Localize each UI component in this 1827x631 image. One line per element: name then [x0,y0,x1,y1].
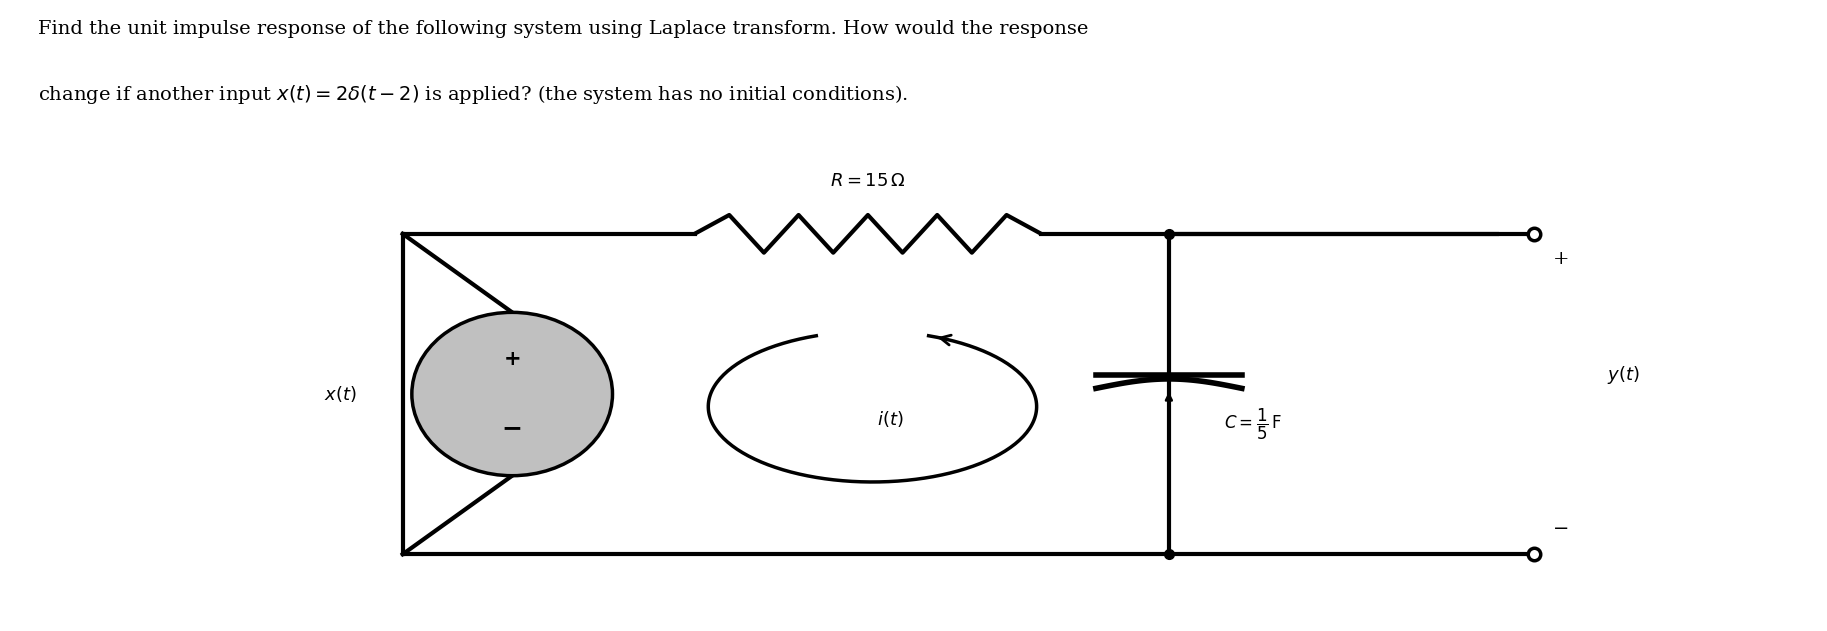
Text: +: + [1553,250,1569,268]
Text: −: − [1553,520,1569,538]
Text: change if another input $x(t) = 2\delta(t - 2)$ is applied? (the system has no i: change if another input $x(t) = 2\delta(… [38,83,908,106]
Text: $x(t)$: $x(t)$ [325,384,356,404]
Text: $C = \dfrac{1}{5}\,\mathrm{F}$: $C = \dfrac{1}{5}\,\mathrm{F}$ [1224,406,1281,442]
Text: +: + [504,350,521,370]
Text: −: − [502,416,523,440]
Text: Find the unit impulse response of the following system using Laplace transform. : Find the unit impulse response of the fo… [38,20,1089,38]
Text: $y(t)$: $y(t)$ [1606,364,1639,386]
Ellipse shape [411,312,612,476]
Text: $R = 15\,\Omega$: $R = 15\,\Omega$ [829,172,906,190]
Text: $i(t)$: $i(t)$ [877,409,904,429]
